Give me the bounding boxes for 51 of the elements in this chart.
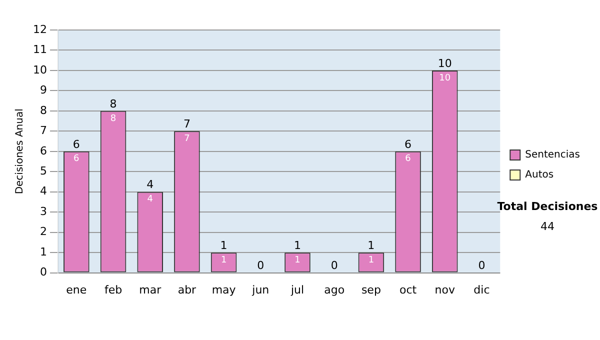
x-tick-label: mar (139, 283, 162, 296)
data-label: 8 (110, 114, 116, 124)
data-label: 1 (368, 255, 374, 266)
x-tick-label: abr (178, 283, 197, 296)
total-label: 0 (330, 259, 338, 272)
y-tick-label: 10 (32, 63, 47, 76)
total-label: 8 (110, 97, 117, 110)
y-tick-label: 3 (40, 204, 47, 218)
x-tick-label: ene (66, 283, 87, 296)
total-label: 1 (294, 238, 301, 252)
y-tick-label: 1 (40, 245, 47, 258)
x-tick-label: ago (324, 283, 345, 296)
text: 44 (540, 220, 556, 233)
y-tick-label: 2 (40, 225, 47, 238)
data-label: 6 (74, 154, 80, 164)
data-label: 1 (220, 255, 227, 266)
total-label: 6 (404, 138, 412, 151)
y-tick-label: 5 (40, 164, 47, 178)
x-tick-label: jul (290, 283, 304, 296)
total-label: 6 (72, 138, 80, 151)
x-tick-label: feb (104, 283, 122, 296)
x-tick-label: may (212, 283, 236, 296)
y-tick-label: 4 (40, 184, 47, 198)
x-tick-label: oct (399, 283, 418, 296)
y-tick-label: 9 (40, 84, 47, 97)
total-label: 0 (478, 259, 486, 272)
x-tick-label: dic (474, 283, 490, 296)
y-tick-label: 8 (40, 104, 47, 117)
y-tick-label: 12 (32, 22, 47, 36)
data-label: 7 (184, 134, 190, 144)
x-tick-label: jun (251, 283, 270, 296)
legend-label: Autos (525, 170, 554, 181)
data-label: 10 (439, 73, 451, 84)
y-axis-title: Decisiones Anual (14, 108, 26, 194)
annotation: Total Decisiones (496, 200, 599, 213)
y-tick-label: 0 (40, 266, 47, 279)
total-label: 4 (146, 178, 154, 192)
data-label: 1 (294, 255, 300, 266)
legend-label: Sentencias (525, 150, 580, 161)
total-label: 10 (438, 56, 452, 70)
data-label: 6 (405, 154, 412, 164)
y-tick-label: 7 (40, 124, 47, 138)
y-tick-label: 6 (40, 144, 47, 158)
total-label: 0 (257, 259, 264, 272)
total-label: 1 (220, 238, 228, 252)
y-tick-label: 11 (32, 43, 47, 56)
x-tick-label: sep (361, 283, 381, 296)
total-label: 1 (368, 238, 375, 252)
data-label: 4 (147, 194, 154, 205)
total-label: 7 (183, 118, 190, 131)
x-tick-label: nov (434, 283, 456, 296)
